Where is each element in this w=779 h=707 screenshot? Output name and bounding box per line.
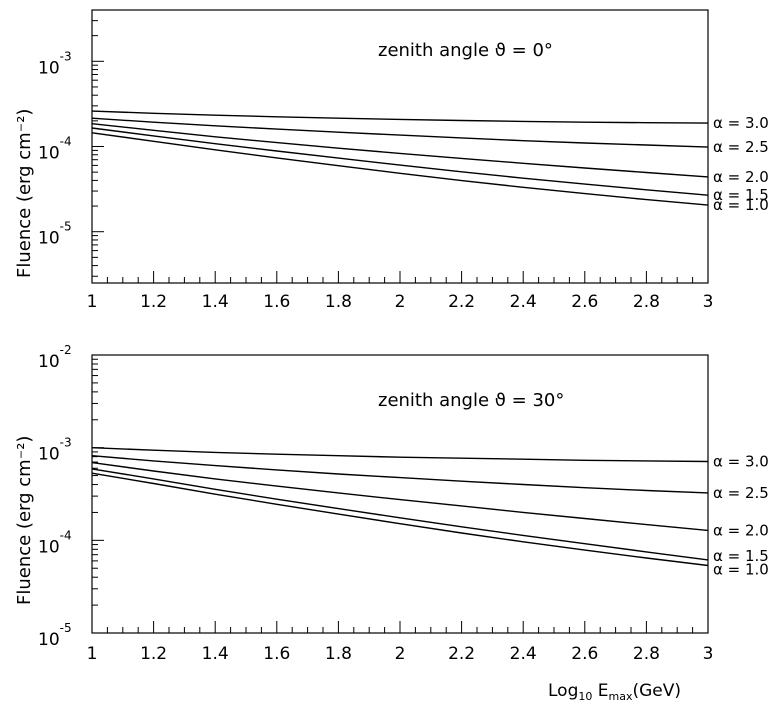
x-axis-label: Log10 Emax(GeV) (548, 681, 681, 703)
curve-alpha-3.0 (91, 447, 709, 463)
curve-labels-top: α = 3.0 α = 2.5 α = 2.0α = 1.5α = 1.0 (713, 114, 769, 214)
curve-label: α = 2.5 (713, 138, 769, 156)
x-tick-label: 2 (395, 644, 406, 664)
curve-labels-bottom: α = 3.0 α = 2.5 α = 2.0 α = 1.5α = 1.0 (713, 452, 769, 578)
y-tick-label: 10-4 (38, 528, 72, 557)
y-ticks-top: 10-5 10-4 10-3 (38, 9, 104, 277)
curve-alpha-2.0 (91, 461, 709, 532)
y-axis-label-top: Fluence (erg cm⁻²) (14, 109, 35, 278)
x-tick-label: 2.2 (448, 292, 475, 312)
x-tick-label: 1.6 (263, 292, 290, 312)
chart-panel-bottom: zenith angle ϑ = 30° Fluence (erg cm⁻²) … (14, 343, 769, 703)
x-axis-label-max: max (609, 690, 633, 703)
x-tick-label: 1.6 (263, 644, 290, 664)
y-ticks-bottom: 10-5 10-4 10-3 10-2 (38, 343, 104, 650)
x-tick-label: 1.8 (325, 644, 352, 664)
curves-bottom (91, 447, 709, 567)
y-tick-label: 10-2 (38, 343, 72, 372)
chart-title-bottom: zenith angle ϑ = 30° (378, 390, 564, 411)
x-tick-label: 1.2 (140, 292, 167, 312)
curve-label: α = 3.0 (713, 452, 769, 470)
y-axis-label-bottom: Fluence (erg cm⁻²) (14, 436, 35, 605)
curve-label: α = 2.0 (713, 168, 769, 186)
chart-title-top: zenith angle ϑ = 0° (378, 40, 553, 61)
x-tick-label: 1.8 (325, 292, 352, 312)
curve-label: α = 2.5 (713, 484, 769, 502)
chart-panel-top: zenith angle ϑ = 0° Fluence (erg cm⁻²) 1… (14, 9, 769, 312)
y-tick-label: 10-3 (38, 49, 72, 78)
curves-top (91, 110, 709, 206)
x-tick-label: 2.6 (571, 644, 598, 664)
x-tick-label: 2.4 (510, 292, 537, 312)
x-tick-label: 2.2 (448, 644, 475, 664)
x-tick-label: 1.4 (202, 644, 229, 664)
curve-alpha-2.5 (91, 117, 709, 148)
x-tick-label: 3 (703, 292, 714, 312)
curve-alpha-1.0 (91, 132, 709, 206)
x-tick-label: 1 (87, 292, 98, 312)
x-ticks-bottom: 1 1.2 1.4 1.6 1.8 2 2.2 2.4 2.6 2.8 3 (87, 621, 714, 664)
curve-label: α = 1.5 (713, 547, 769, 565)
x-axis-label-e: E (592, 681, 608, 701)
curve-label: α = 1.0 (713, 196, 769, 214)
curve-label: α = 3.0 (713, 114, 769, 132)
x-ticks-top: 1 1.2 1.4 1.6 1.8 2 2.2 2.4 2.6 2.8 3 (87, 271, 714, 312)
x-tick-label: 2.8 (633, 292, 660, 312)
x-tick-label: 2.4 (510, 644, 537, 664)
curve-alpha-2.5 (91, 455, 709, 494)
x-tick-label: 1 (87, 644, 98, 664)
y-tick-label: 10-5 (38, 621, 72, 650)
curve-alpha-1.5 (91, 127, 709, 196)
curve-alpha-2.0 (91, 123, 709, 178)
curve-alpha-1.0 (91, 472, 709, 567)
y-tick-label: 10-4 (38, 135, 72, 164)
curve-label: α = 1.0 (713, 561, 769, 579)
x-axis-label-sub: 10 (578, 690, 592, 703)
curve-label: α = 1.5 (713, 186, 769, 204)
curve-label: α = 2.0 (713, 521, 769, 539)
x-tick-label: 1.2 (140, 644, 167, 664)
x-tick-label: 2 (395, 292, 406, 312)
x-tick-label: 2.8 (633, 644, 660, 664)
curve-alpha-1.5 (91, 468, 709, 561)
x-tick-label: 1.4 (202, 292, 229, 312)
x-tick-label: 2.6 (571, 292, 598, 312)
x-axis-label-unit: (GeV) (633, 681, 682, 701)
curve-alpha-3.0 (91, 110, 709, 124)
y-tick-label: 10-3 (38, 436, 72, 465)
y-tick-label: 10-5 (38, 220, 72, 249)
x-axis-label-main: Log (548, 681, 578, 701)
x-tick-label: 3 (703, 644, 714, 664)
